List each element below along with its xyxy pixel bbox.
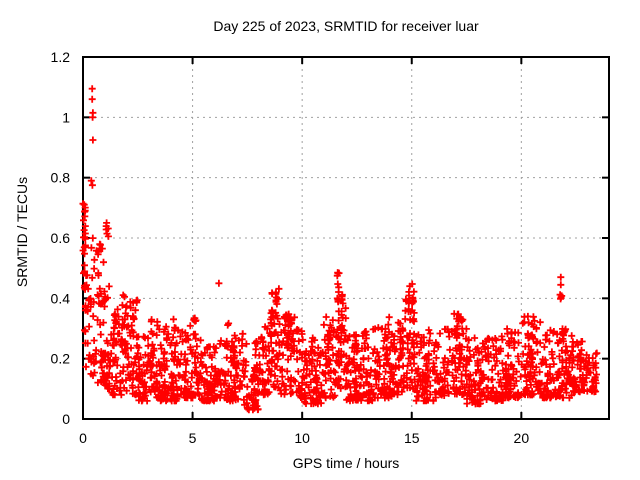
y-tick-label: 0.6 [51,230,71,246]
x-tick-label: 5 [189,430,197,446]
grid-lines [83,57,609,419]
y-tick-label: 0.2 [51,351,71,367]
x-tick-label: 15 [404,430,420,446]
y-tick-label: 1.2 [51,49,71,65]
y-tick-labels: 0 0.2 0.4 0.6 0.8 1 1.2 [51,49,71,427]
y-tick-label: 0.8 [51,170,71,186]
x-tick-label: 20 [514,430,530,446]
y-tick-label: 0.4 [51,290,71,306]
data-points [79,85,601,414]
y-tick-label: 0 [62,411,70,427]
x-tick-labels: 0 5 10 15 20 [79,430,529,446]
x-tick-label: 10 [294,430,310,446]
x-tick-label: 0 [79,430,87,446]
y-tick-label: 1 [62,109,70,125]
scatter-points-path [79,85,601,414]
x-axis-label: GPS time / hours [293,455,400,471]
y-axis-label: SRMTID / TECUs [14,177,30,287]
chart-title: Day 225 of 2023, SRMTID for receiver lua… [213,18,479,34]
